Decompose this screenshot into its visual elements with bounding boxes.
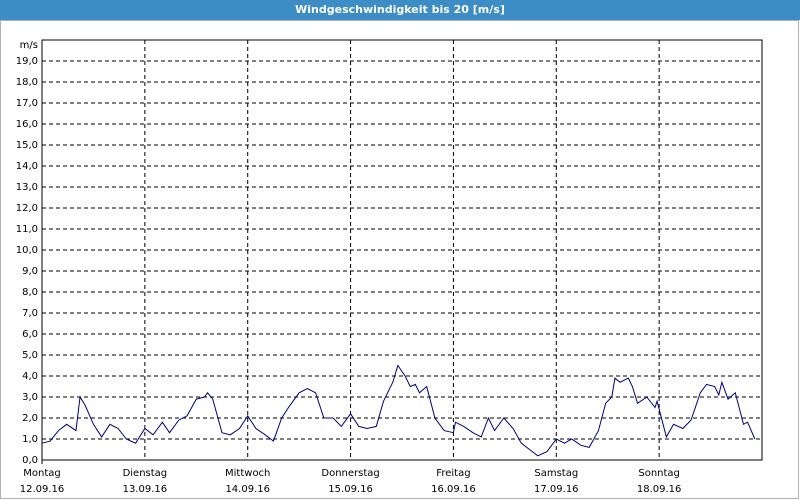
- x-tick-label: Donnerstag: [321, 468, 379, 479]
- y-tick-label: 14,0: [16, 161, 38, 172]
- title-bar: [0, 0, 800, 20]
- y-tick-label: 9,0: [22, 266, 38, 277]
- y-tick-label: 10,0: [16, 245, 38, 256]
- x-tick-label: Sonntag: [638, 468, 680, 479]
- x-tick-date: 15.09.16: [328, 484, 373, 495]
- y-tick-label: 1,0: [22, 434, 38, 445]
- x-tick-label: Mittwoch: [225, 468, 270, 479]
- y-tick-label: 7,0: [22, 308, 38, 319]
- y-tick-label: 15,0: [16, 140, 38, 151]
- x-tick-date: 12.09.16: [20, 484, 65, 495]
- y-tick-label: 12,0: [16, 203, 38, 214]
- y-tick-label: 5,0: [22, 350, 38, 361]
- y-tick-label: 18,0: [16, 77, 38, 88]
- y-tick-label: 0,0: [22, 455, 38, 466]
- x-tick-label: Samstag: [534, 468, 578, 479]
- x-tick-date: 14.09.16: [225, 484, 270, 495]
- x-tick-date: 13.09.16: [123, 484, 168, 495]
- chart-title: Windgeschwindigkeit bis 20 [m/s]: [295, 3, 505, 16]
- y-tick-label: 3,0: [22, 392, 38, 403]
- window-border: [0, 20, 799, 499]
- y-tick-label: 6,0: [22, 329, 38, 340]
- y-axis-label: m/s: [20, 40, 38, 51]
- x-tick-date: 18.09.16: [637, 484, 682, 495]
- wind-line: [41, 364, 756, 457]
- y-tick-label: 8,0: [22, 287, 38, 298]
- y-tick-label: 17,0: [16, 98, 38, 109]
- y-tick-label: 19,0: [16, 56, 38, 67]
- x-tick-date: 17.09.16: [534, 484, 579, 495]
- x-tick-label: Freitag: [436, 468, 470, 479]
- x-tick-label: Montag: [23, 468, 60, 479]
- y-tick-label: 16,0: [16, 119, 38, 130]
- y-tick-label: 13,0: [16, 182, 38, 193]
- x-tick-date: 16.09.16: [431, 484, 476, 495]
- y-tick-label: 2,0: [22, 413, 38, 424]
- y-tick-label: 11,0: [16, 224, 38, 235]
- y-tick-label: 4,0: [22, 371, 38, 382]
- x-tick-label: Dienstag: [123, 468, 168, 479]
